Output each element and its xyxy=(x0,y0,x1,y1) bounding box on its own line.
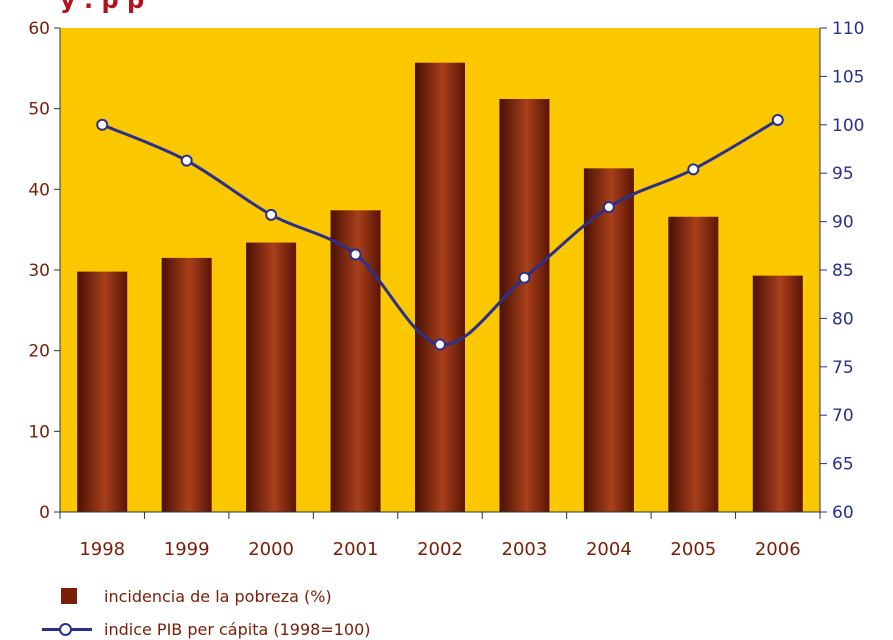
bar-series xyxy=(77,62,803,513)
x-tick-label: 2004 xyxy=(586,539,632,560)
combo-chart: 0 10 20 30 40 50 60 60 65 70 75 80 85 90 95 100 105 110 19… xyxy=(28,19,864,560)
bar-2002 xyxy=(415,62,465,512)
point-1998 xyxy=(96,118,109,131)
chart-title-fragment: y . p p xyxy=(60,0,145,14)
y-right-tick-label: 110 xyxy=(832,19,864,39)
point-2001 xyxy=(349,248,362,261)
point-2000 xyxy=(265,208,278,221)
y-left-tick-label: 20 xyxy=(28,342,50,362)
y-right-tick-label: 70 xyxy=(832,406,854,426)
point-2003 xyxy=(518,271,531,284)
x-tick-label: 1998 xyxy=(79,539,125,560)
y-right-tick-label: 75 xyxy=(832,358,854,378)
y-left-tick-label: 30 xyxy=(28,261,50,281)
legend: incidencia de la pobreza (%) indice PIB … xyxy=(40,585,640,640)
y-left-tick-label: 0 xyxy=(39,503,50,523)
point-1999 xyxy=(180,154,193,167)
bar-1998 xyxy=(77,271,128,512)
point-2006 xyxy=(771,113,784,126)
x-tick-label: 1999 xyxy=(164,539,210,560)
bar-2000 xyxy=(246,242,297,512)
legend-label-bars: incidencia de la pobreza (%) xyxy=(104,586,332,606)
y-right-tick-label: 95 xyxy=(832,164,854,184)
x-tick-label: 2002 xyxy=(417,539,463,560)
bar-2003 xyxy=(499,98,550,512)
bar-2006 xyxy=(752,275,803,512)
y-right-tick-label: 100 xyxy=(832,116,864,136)
bar-2005 xyxy=(668,216,719,512)
legend-item-bars: incidencia de la pobreza (%) xyxy=(40,585,332,607)
bar-2004 xyxy=(583,168,634,513)
y-right-tick-label: 80 xyxy=(832,309,854,329)
y-right-tick-label: 105 xyxy=(832,67,864,87)
line-points xyxy=(96,113,784,351)
y-right-tick-label: 85 xyxy=(832,261,854,281)
legend-label-line: indice PIB per cápita (1998=100) xyxy=(104,619,371,639)
y-right-tick-label: 90 xyxy=(832,213,854,233)
y-left-tick-label: 50 xyxy=(28,100,50,120)
y-left-tick-label: 60 xyxy=(28,19,50,39)
axes: 0 10 20 30 40 50 60 60 65 70 75 80 85 90 95 100 105 110 19… xyxy=(28,19,864,560)
x-tick-label: 2006 xyxy=(755,539,801,560)
bar-2001 xyxy=(330,210,381,512)
point-2002 xyxy=(434,338,446,351)
point-2004 xyxy=(602,201,615,214)
point-2005 xyxy=(687,163,700,176)
legend-item-line: indice PIB per cápita (1998=100) xyxy=(40,618,371,640)
y-left-tick-label: 10 xyxy=(28,422,50,442)
x-tick-label: 2001 xyxy=(333,539,379,560)
y-left-tick-label: 40 xyxy=(28,180,50,200)
y-right-tick-label: 65 xyxy=(832,455,854,475)
bar-1999 xyxy=(161,257,212,512)
legend-line-icon xyxy=(40,618,92,640)
y-right-tick-label: 60 xyxy=(832,503,854,523)
x-tick-label: 2005 xyxy=(670,539,716,560)
legend-square-icon xyxy=(40,585,92,607)
x-tick-label: 2003 xyxy=(502,539,548,560)
x-tick-label: 2000 xyxy=(248,539,294,560)
